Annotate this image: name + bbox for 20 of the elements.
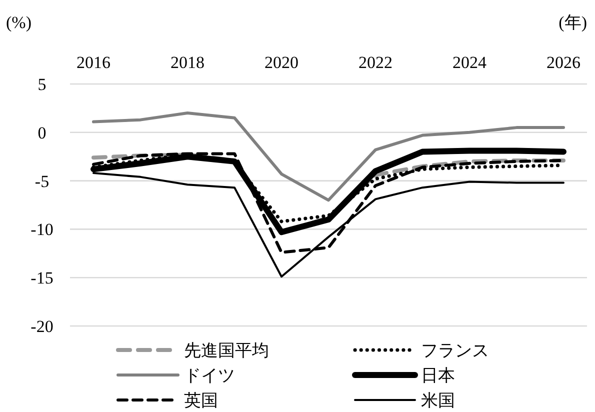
x-tick-label: 2026 (546, 52, 580, 72)
y-tick-label: 5 (38, 74, 46, 94)
y-tick-label: -15 (30, 268, 54, 288)
legend-label: 日本 (421, 366, 455, 385)
y-tick-label: 0 (38, 123, 46, 142)
legend-label: フランス (421, 340, 489, 360)
y-tick-label: -5 (34, 172, 50, 191)
x-tick-label: 2018 (170, 52, 204, 72)
y-tick-label: -20 (30, 316, 54, 336)
legend-label: 英国 (184, 390, 218, 410)
y-tick-label: -10 (30, 220, 54, 240)
x-tick-label: 2016 (76, 52, 110, 72)
x-tick-label: 2022 (358, 52, 392, 72)
x-axis-title: (年) (558, 13, 587, 32)
legend-label: 米国 (421, 390, 455, 410)
legend-label: ドイツ (184, 366, 235, 385)
x-tick-label: 2024 (452, 52, 487, 72)
y-axis-title: (%) (6, 13, 32, 32)
x-tick-label: 2020 (264, 52, 298, 72)
legend-label: 先進国平均 (184, 340, 269, 360)
